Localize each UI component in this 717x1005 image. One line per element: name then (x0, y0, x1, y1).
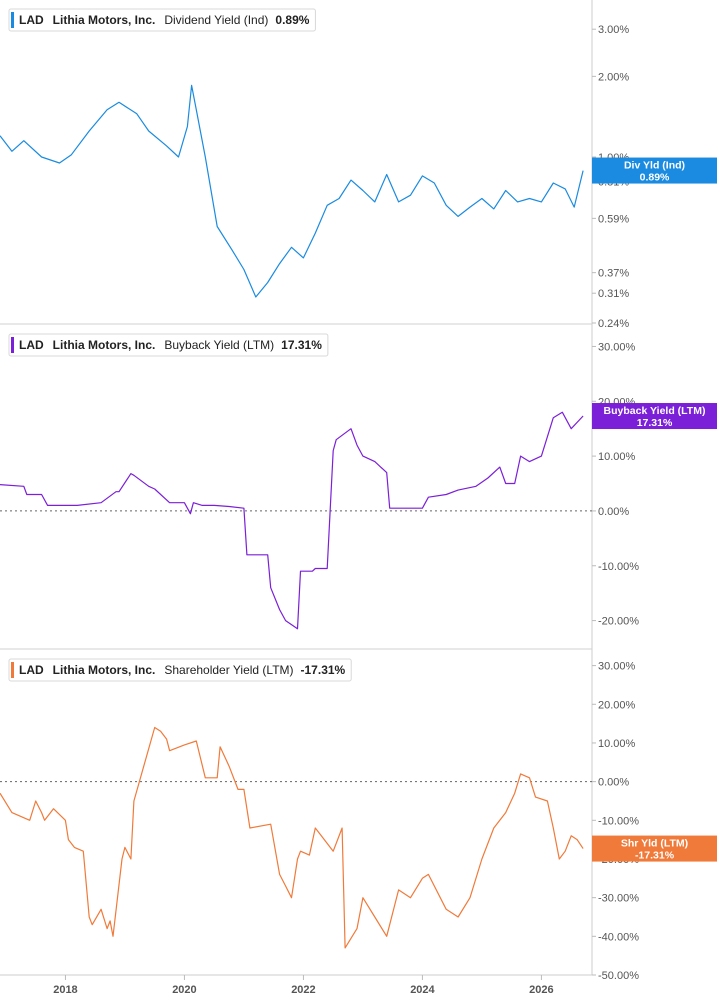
series-line (0, 726, 584, 949)
y-tick-label: 30.00% (598, 341, 636, 353)
y-tick-label: 2.00% (598, 71, 629, 83)
y-tick-label: 10.00% (598, 738, 636, 750)
legend-ticker: LAD (19, 338, 44, 352)
y-tick-label: -40.00% (598, 931, 639, 943)
value-badge-bg (592, 157, 717, 184)
panel-1: 3.00%2.00%1.00%0.81%0.59%0.37%0.31%0.24%… (0, 8, 717, 330)
legend-value: 17.31% (281, 338, 322, 352)
legend-swatch (11, 12, 14, 28)
value-badge: Buyback Yield (LTM)17.31% (592, 403, 717, 430)
y-tick-label: -20.00% (598, 616, 639, 628)
legend-metric: Dividend Yield (Ind) (164, 13, 268, 27)
value-badge: Div Yld (Ind)0.89% (592, 157, 717, 184)
panel-3: 30.00%20.00%10.00%0.00%-10.00%-20.00%-30… (0, 648, 717, 982)
x-tick-label: 2022 (291, 984, 315, 996)
legend-box (8, 658, 352, 682)
value-badge: Shr Yld (LTM)-17.31% (592, 835, 717, 862)
legend-ticker: LAD (19, 663, 44, 677)
legend-company: Lithia Motors, Inc. (53, 13, 156, 27)
value-badge-label: Buyback Yield (LTM) (604, 405, 706, 417)
legend-value: -17.31% (301, 663, 346, 677)
value-badge-value: -17.31% (635, 850, 675, 862)
value-badge-value: 0.89% (640, 172, 670, 184)
x-tick-label: 2018 (53, 984, 77, 996)
panel-2: 30.00%20.00%10.00%0.00%-10.00%-20.00%LAD… (0, 323, 717, 630)
y-tick-label: -50.00% (598, 970, 639, 982)
legend-metric: Shareholder Yield (LTM) (164, 663, 293, 677)
legend-box (8, 8, 316, 32)
value-badge-value: 17.31% (637, 417, 673, 429)
y-tick-label: 10.00% (598, 451, 636, 463)
series-line (0, 411, 584, 630)
legend: LAD Lithia Motors, Inc. Shareholder Yield … (8, 658, 352, 682)
x-tick-label: 2020 (172, 984, 196, 996)
x-tick-label: 2024 (410, 984, 435, 996)
x-axis: 2018 2020 2022 2024 2026 (0, 974, 592, 996)
y-tick-label: -30.00% (598, 893, 639, 905)
y-tick-label: -10.00% (598, 815, 639, 827)
value-badge-bg (592, 403, 717, 430)
legend-swatch (11, 662, 14, 678)
value-badge-label: Shr Yld (LTM) (621, 838, 688, 850)
legend-company: Lithia Motors, Inc. (53, 338, 156, 352)
x-tick-label: 2026 (529, 984, 553, 996)
legend: LAD Lithia Motors, Inc. Dividend Yield (In… (8, 8, 316, 32)
y-tick-label: 0.00% (598, 506, 629, 518)
y-tick-label: 0.31% (598, 288, 629, 300)
y-tick-label: 0.00% (598, 777, 629, 789)
legend-swatch (11, 337, 14, 353)
series-line (0, 84, 584, 298)
legend: LAD Lithia Motors, Inc. Buyback Yield (LTM… (8, 333, 329, 357)
y-tick-label: 0.37% (598, 268, 629, 280)
value-badge-bg (592, 835, 717, 862)
y-tick-label: 0.24% (598, 318, 629, 330)
y-tick-label: 30.00% (598, 661, 636, 673)
y-tick-label: 0.59% (598, 213, 629, 225)
legend-metric: Buyback Yield (LTM) (164, 338, 274, 352)
legend-company: Lithia Motors, Inc. (53, 663, 156, 677)
legend-ticker: LAD (19, 13, 44, 27)
value-badge-label: Div Yld (Ind) (624, 160, 685, 172)
legend-box (8, 333, 329, 357)
legend-value: 0.89% (275, 13, 309, 27)
y-tick-label: 3.00% (598, 24, 629, 36)
y-tick-label: 20.00% (598, 699, 636, 711)
y-tick-label: -10.00% (598, 561, 639, 573)
